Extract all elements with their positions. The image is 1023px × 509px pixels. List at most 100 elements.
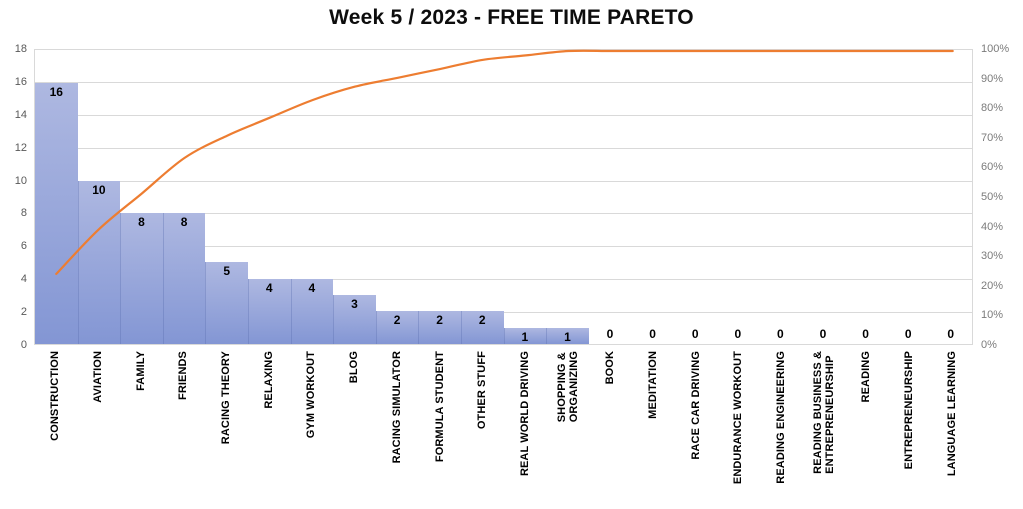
x-axis-label: READING (860, 351, 873, 403)
right-axis-tick: 30% (981, 250, 1004, 263)
right-axis-tick: 0% (981, 339, 997, 351)
bar (120, 213, 163, 344)
x-axis-label-cell: READING (845, 351, 888, 507)
x-axis-label: ENTREPRENEURSHIP (903, 351, 916, 470)
bar-value-label: 8 (138, 215, 145, 230)
x-axis-label-cell: FRIENDS (162, 351, 205, 507)
x-axis-label: RACING SIMULATOR (390, 351, 403, 464)
x-axis-label-cell: ENTREPRENEURSHIP (888, 351, 931, 507)
bar-value-label: 0 (904, 327, 912, 341)
bar-value-label: 1 (564, 329, 571, 344)
bar-value-label: 0 (691, 327, 699, 341)
x-axis-label-cell: BOOK (589, 351, 632, 507)
right-axis-tick: 100% (981, 43, 1010, 55)
bar-slot: 2 (460, 50, 504, 344)
bar-slot: 4 (247, 50, 291, 344)
bar-slot: 0 (844, 50, 887, 344)
bar-value-label: 8 (180, 215, 188, 230)
x-axis-label-cell: BLOG (333, 351, 376, 507)
bar (77, 180, 121, 344)
bar-slot: 16 (35, 50, 78, 344)
left-axis-tick: 0 (20, 339, 27, 351)
bar-slot: 10 (77, 50, 121, 344)
x-axis-labels: CONSTRUCTION AVIATION FAMILY FRIENDS RACING … (34, 351, 973, 507)
bar-slot: 0 (802, 50, 845, 344)
right-axis-tick: 60% (981, 161, 1004, 174)
bar-value-label: 4 (265, 280, 273, 295)
right-axis-tick: 80% (981, 102, 1004, 115)
left-axis-tick: 2 (20, 306, 27, 319)
bar-slot: 2 (375, 50, 419, 344)
x-axis-label: FORMULA STUDENT (433, 351, 446, 463)
bar-slot: 0 (759, 50, 802, 344)
x-axis-label: BOOK (604, 351, 617, 385)
right-axis-tick: 70% (981, 131, 1004, 144)
right-axis-tick: 50% (981, 191, 1004, 203)
left-axis-tick: 14 (14, 108, 27, 121)
x-axis-label: READING ENGINEERING (775, 351, 788, 484)
x-axis-label-cell: FORMULA STUDENT (418, 351, 461, 507)
x-axis-label: BLOG (348, 351, 361, 384)
x-axis-label-cell: FAMILY (119, 351, 162, 507)
bar-slot: 1 (546, 50, 589, 344)
bar-slot: 2 (418, 50, 461, 344)
chart-title: Week 5 / 2023 - FREE TIME PARETO (329, 6, 694, 29)
x-axis-label: RACE CAR DRIVING (689, 351, 702, 460)
bar (546, 327, 589, 344)
bar-slot: 8 (162, 50, 206, 344)
bar-slot: 0 (929, 50, 972, 344)
bar-value-label: 4 (308, 280, 316, 295)
x-axis-label: RELAXING (262, 351, 275, 409)
right-axis-tick: 20% (981, 279, 1004, 292)
x-axis-label-cell: RACE CAR DRIVING (674, 351, 717, 507)
plot-area: 16 10 8 8 5 4 4 3 2 2 2 1 1 0 0 0 0 0 0 0 0 0 (34, 49, 973, 345)
bar-slot: 3 (333, 50, 376, 344)
x-axis-label: FAMILY (134, 351, 147, 391)
x-axis-label: OTHER STUFF (476, 351, 489, 430)
bar-slot: 1 (503, 50, 547, 344)
bar-value-label: 10 (92, 182, 106, 197)
x-axis-label-cell: CONSTRUCTION (34, 351, 77, 507)
x-axis-label-cell: ENDURANCE WORKOUT (717, 351, 760, 507)
x-axis-label-cell: AVIATION (77, 351, 120, 507)
bar-value-label: 2 (478, 313, 486, 328)
right-axis-tick: 10% (981, 309, 1004, 322)
right-axis-ticks: 100% 90% 80% 70% 60% 50% 40% 30% 20% 10% 0% (981, 43, 1023, 351)
bar-value-label: 0 (947, 327, 955, 341)
right-axis-tick: 90% (981, 72, 1004, 85)
x-axis-label: LANGUAGE LEARNING (945, 351, 958, 477)
x-axis-label-cell: OTHER STUFF (461, 351, 504, 507)
x-axis-label: SHOPPING & ORGANIZING (555, 351, 580, 423)
left-axis-tick: 18 (14, 43, 27, 55)
x-axis-label: REAL WORLD DRIVING (518, 351, 531, 477)
bar-value-label: 0 (862, 327, 869, 341)
bar (290, 278, 334, 344)
bar-slot: 8 (120, 50, 163, 344)
bar (247, 278, 291, 344)
x-axis-label: READING BUSINESS & ENTREPRENEURSHIP (811, 351, 836, 474)
bar-value-label: 0 (777, 327, 784, 341)
x-axis-label: GYM WORKOUT (305, 351, 318, 439)
x-axis-label-cell: GYM WORKOUT (290, 351, 333, 507)
bar-value-label: 3 (351, 297, 358, 311)
x-axis-label-cell: REAL WORLD DRIVING (504, 351, 547, 507)
bar-value-label: 16 (49, 84, 63, 99)
x-axis-label-cell: RACING THEORY (205, 351, 248, 507)
bar-value-label: 2 (393, 313, 401, 328)
bar (418, 311, 461, 344)
left-axis-tick: 4 (20, 273, 27, 286)
x-axis-label: ENDURANCE WORKOUT (732, 351, 745, 485)
bar-slot: 0 (674, 50, 717, 344)
x-axis-label: CONSTRUCTION (49, 351, 62, 441)
bar-value-label: 2 (436, 313, 443, 328)
x-axis-label: RACING THEORY (220, 351, 233, 445)
bars-layer: 16 10 8 8 5 4 4 3 2 2 2 1 1 0 0 0 0 0 0 0 0 0 (35, 50, 972, 344)
bar-slot: 0 (589, 50, 632, 344)
x-axis-label-cell: RELAXING (247, 351, 290, 507)
bar (205, 262, 248, 344)
bar-slot: 0 (631, 50, 674, 344)
bar-value-label: 0 (734, 327, 742, 341)
bar (460, 311, 504, 344)
left-axis-tick: 6 (20, 240, 27, 253)
